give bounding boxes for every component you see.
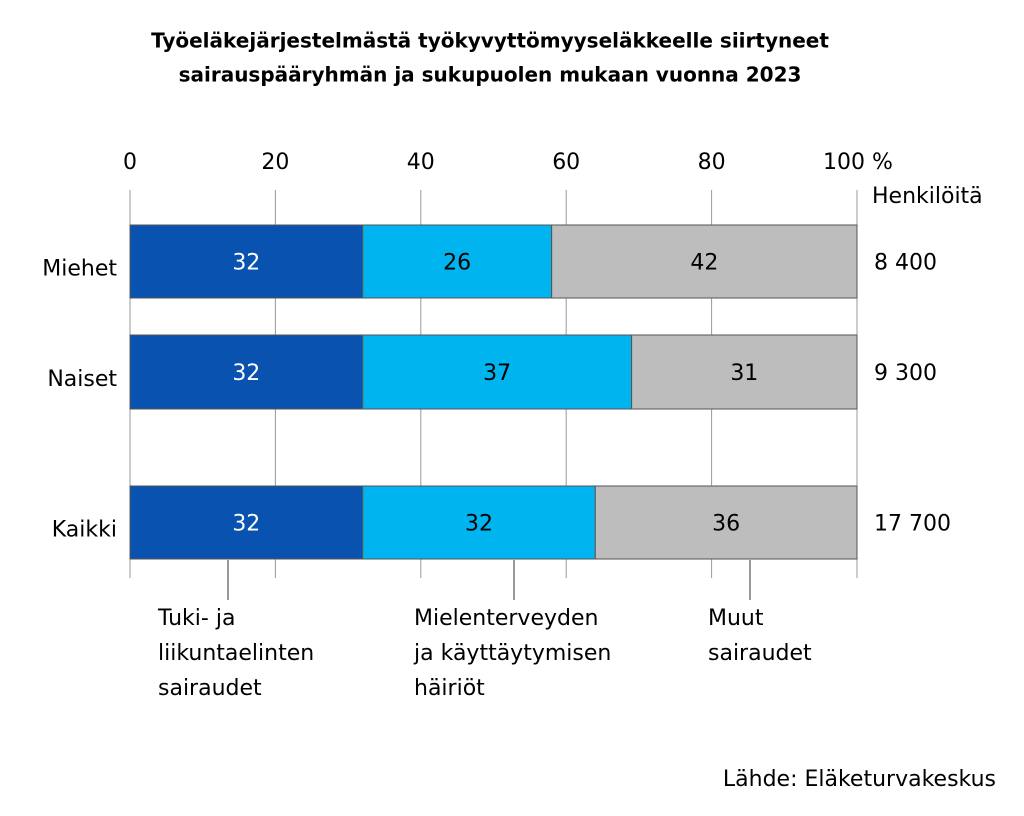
- y-tick-label: Miehet: [42, 257, 117, 282]
- bar-segment: [551, 224, 858, 299]
- bar-segment: [631, 334, 858, 410]
- x-tick-label: 40: [407, 150, 435, 175]
- chart-title: sairauspääryhmän ja sukupuolen mukaan vu…: [179, 63, 802, 87]
- legend-label: sairaudet: [158, 676, 262, 701]
- x-tick-label: 0: [123, 150, 137, 175]
- total-label: 8 400: [874, 251, 937, 276]
- bar-segment: [129, 334, 364, 410]
- x-tick-label: 80: [698, 150, 726, 175]
- data-label: 32: [232, 251, 260, 276]
- data-label: 32: [232, 361, 260, 386]
- chart-title: Työeläkejärjestelmästä työkyvyttömyyselä…: [151, 29, 829, 53]
- y-tick-label: Naiset: [47, 367, 117, 392]
- bar-segment: [362, 485, 596, 560]
- legend-label: häiriöt: [414, 676, 485, 701]
- totals-title: Henkilöitä: [872, 184, 983, 209]
- bar-segment: [362, 334, 633, 410]
- data-label: 32: [232, 512, 260, 537]
- data-label: 42: [690, 251, 718, 276]
- legend-label: ja käyttäytymisen: [413, 641, 611, 666]
- legend-label: Tuki- ja: [157, 606, 235, 631]
- total-label: 17 700: [874, 512, 951, 537]
- data-label: 31: [730, 361, 758, 386]
- total-label: 9 300: [874, 361, 937, 386]
- data-label: 26: [443, 251, 471, 276]
- legend-leaders: [227, 560, 751, 600]
- bar-segment: [594, 485, 858, 560]
- bar-segment: [129, 485, 364, 560]
- data-label: 32: [465, 512, 493, 537]
- x-tick-label: 20: [261, 150, 289, 175]
- x-tick-label: 60: [552, 150, 580, 175]
- source: Lähde: Eläketurvakeskus: [723, 767, 996, 792]
- legend-label: sairaudet: [708, 641, 812, 666]
- legend-label: Mielenterveyden: [414, 606, 598, 631]
- data-label: 37: [483, 361, 511, 386]
- legend-label: liikuntaelinten: [158, 641, 314, 666]
- bar-segment: [362, 224, 553, 299]
- legend-label: Muut: [708, 606, 764, 631]
- y-tick-label: Kaikki: [52, 518, 117, 543]
- x-tick-label: 100 %: [823, 150, 893, 175]
- data-label: 36: [712, 512, 740, 537]
